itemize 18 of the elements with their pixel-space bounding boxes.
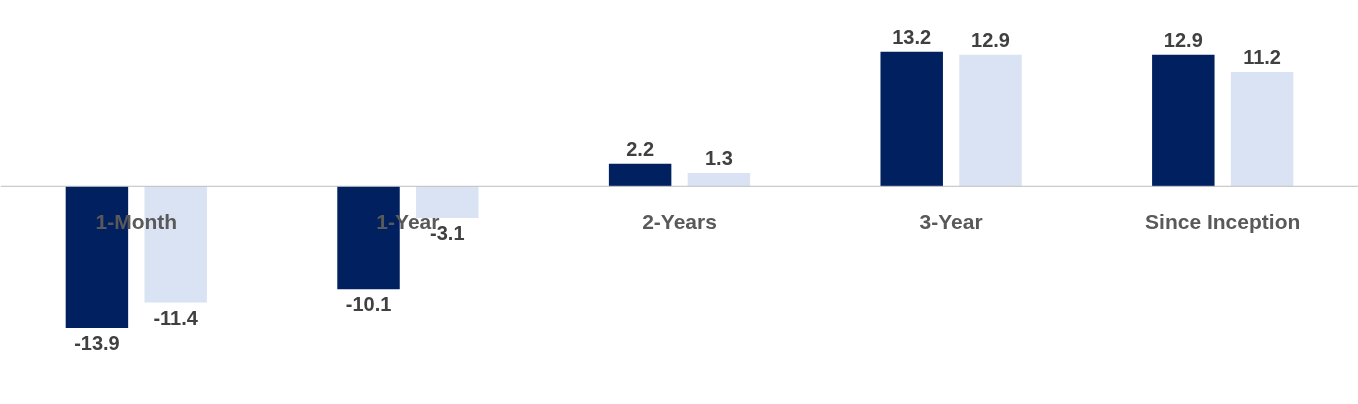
bar <box>1230 72 1294 187</box>
bar <box>880 51 943 187</box>
bar <box>608 163 672 187</box>
data-label: 12.9 <box>1163 28 1203 51</box>
data-label: -11.4 <box>153 306 199 329</box>
data-label: -10.1 <box>345 293 392 316</box>
data-label: 11.2 <box>1243 46 1281 69</box>
x-tick-label: 3-Year <box>919 210 983 234</box>
bar <box>687 173 751 187</box>
data-label: 12.9 <box>971 28 1010 51</box>
x-tick-label: 2-Years <box>642 210 717 234</box>
bar <box>1152 54 1215 187</box>
data-label: -13.9 <box>74 332 120 355</box>
data-label: 2.2 <box>626 137 655 160</box>
data-label: 13.2 <box>892 25 932 48</box>
bar <box>959 54 1022 187</box>
data-label: 1.3 <box>704 147 733 170</box>
x-tick-label: Since Inception <box>1145 210 1301 234</box>
